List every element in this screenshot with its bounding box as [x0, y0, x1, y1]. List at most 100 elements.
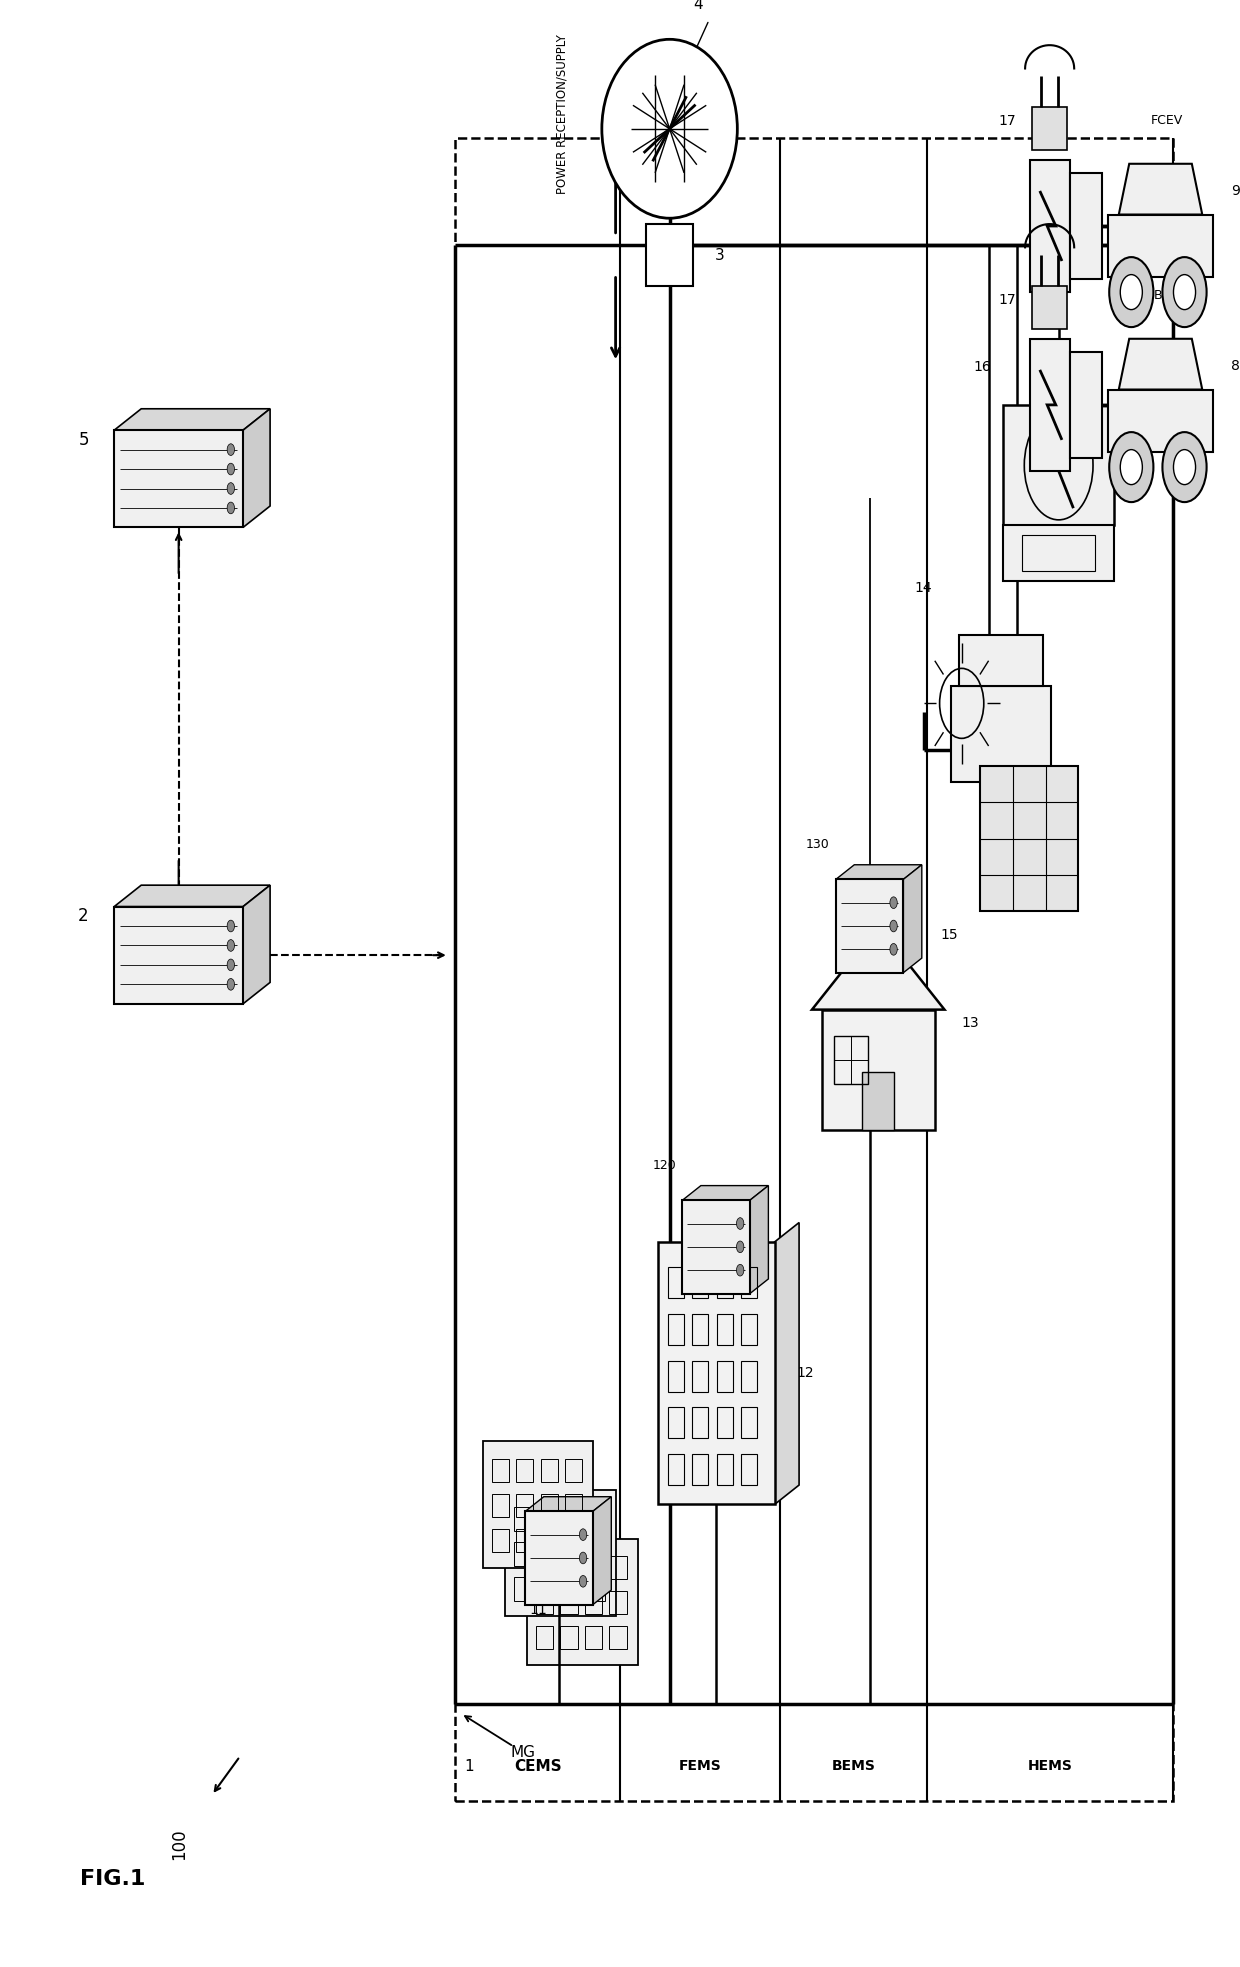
Bar: [1003, 405, 1114, 525]
Text: 11: 11: [529, 1603, 547, 1617]
Text: 100: 100: [170, 1827, 187, 1859]
Bar: [1033, 108, 1066, 149]
Circle shape: [890, 921, 898, 932]
Bar: [742, 1454, 758, 1485]
Bar: [717, 1406, 733, 1438]
Bar: [692, 1314, 708, 1345]
Bar: [588, 1578, 605, 1601]
Bar: [1030, 159, 1070, 293]
Bar: [692, 1454, 708, 1485]
Bar: [536, 1627, 553, 1650]
Bar: [1022, 535, 1095, 570]
Polygon shape: [750, 1186, 769, 1294]
Text: 13: 13: [962, 1017, 980, 1031]
Bar: [560, 1627, 578, 1650]
Text: 17: 17: [998, 114, 1016, 128]
Bar: [668, 1361, 683, 1393]
Circle shape: [227, 960, 234, 972]
Bar: [560, 1591, 578, 1615]
Bar: [742, 1314, 758, 1345]
Bar: [538, 1507, 556, 1530]
Text: 2: 2: [78, 907, 89, 924]
Bar: [536, 1591, 553, 1615]
Text: 4: 4: [693, 0, 703, 12]
Polygon shape: [904, 865, 921, 972]
Circle shape: [1120, 450, 1142, 484]
Bar: [980, 765, 1079, 911]
Circle shape: [890, 944, 898, 956]
Bar: [538, 1542, 556, 1566]
Text: 5: 5: [78, 431, 89, 448]
Bar: [658, 1241, 775, 1505]
Bar: [563, 1542, 580, 1566]
Bar: [668, 1454, 683, 1485]
Bar: [513, 1578, 531, 1601]
Bar: [692, 1361, 708, 1393]
Bar: [491, 1460, 508, 1481]
Circle shape: [579, 1528, 587, 1540]
Ellipse shape: [601, 39, 738, 218]
Bar: [692, 1406, 708, 1438]
Bar: [742, 1267, 758, 1298]
Bar: [588, 1542, 605, 1566]
Bar: [560, 1556, 578, 1580]
Text: 1: 1: [465, 1758, 475, 1774]
Circle shape: [737, 1265, 744, 1277]
Bar: [526, 1511, 593, 1605]
Bar: [692, 1267, 708, 1298]
Bar: [951, 686, 1052, 783]
Text: 14: 14: [915, 580, 932, 594]
Bar: [836, 879, 904, 972]
Bar: [585, 1556, 603, 1580]
Bar: [668, 1314, 683, 1345]
Bar: [585, 1591, 603, 1615]
Text: POWER RECEPTION/SUPPLY: POWER RECEPTION/SUPPLY: [556, 33, 569, 195]
Text: 3: 3: [715, 248, 725, 264]
Text: 110: 110: [496, 1469, 520, 1483]
Bar: [585, 1627, 603, 1650]
Circle shape: [1162, 258, 1207, 327]
Bar: [959, 635, 1043, 686]
Bar: [1070, 352, 1101, 458]
Text: 16: 16: [973, 360, 991, 374]
Bar: [1070, 173, 1101, 279]
Bar: [668, 1267, 683, 1298]
Bar: [565, 1493, 583, 1517]
Bar: [862, 1072, 894, 1131]
Text: 15: 15: [940, 928, 959, 942]
Polygon shape: [243, 885, 270, 1003]
Bar: [516, 1460, 533, 1481]
Circle shape: [227, 445, 234, 456]
Circle shape: [1110, 433, 1153, 502]
Polygon shape: [1118, 338, 1203, 389]
Circle shape: [227, 978, 234, 989]
Bar: [742, 1406, 758, 1438]
Circle shape: [227, 482, 234, 494]
Circle shape: [737, 1241, 744, 1253]
Bar: [1109, 214, 1213, 277]
Text: 8: 8: [1231, 360, 1240, 374]
Polygon shape: [114, 409, 270, 431]
Bar: [538, 1578, 556, 1601]
Bar: [1030, 338, 1070, 470]
Bar: [114, 907, 243, 1003]
Polygon shape: [682, 1186, 769, 1200]
Bar: [1003, 525, 1114, 580]
Bar: [541, 1528, 558, 1552]
Text: FCEV: FCEV: [1151, 114, 1183, 128]
Bar: [491, 1528, 508, 1552]
Bar: [1109, 389, 1213, 452]
Bar: [516, 1493, 533, 1517]
Bar: [717, 1267, 733, 1298]
Bar: [563, 1507, 580, 1530]
Circle shape: [1173, 275, 1195, 309]
Bar: [609, 1591, 626, 1615]
Bar: [484, 1442, 594, 1568]
Circle shape: [227, 921, 234, 932]
Bar: [536, 1556, 553, 1580]
Bar: [1114, 460, 1126, 484]
Circle shape: [227, 462, 234, 474]
Text: BEMS: BEMS: [832, 1758, 875, 1772]
Polygon shape: [114, 885, 270, 907]
Text: 12: 12: [796, 1367, 815, 1381]
